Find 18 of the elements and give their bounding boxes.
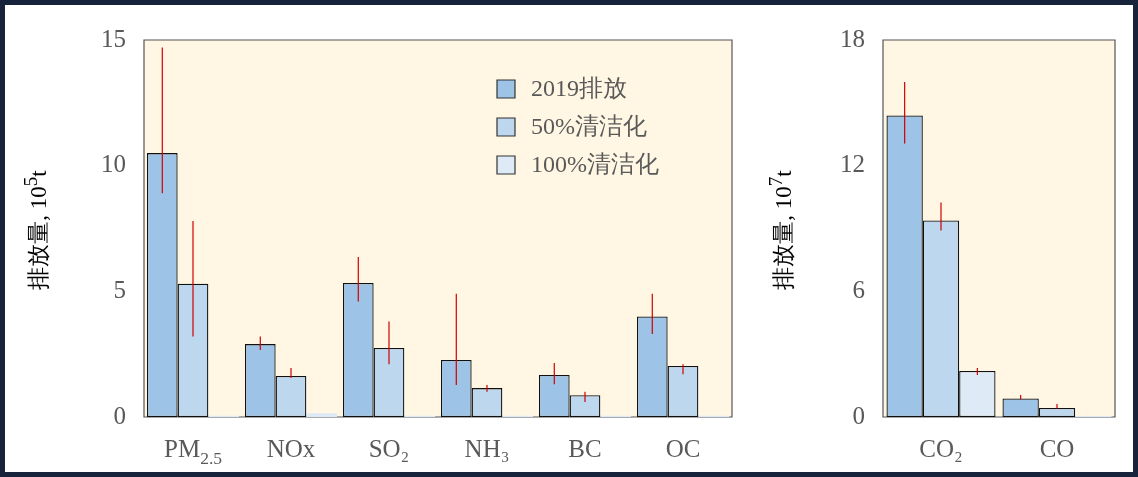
legend-label: 50%清洁化 xyxy=(531,113,647,140)
x-tick-label: SO₂ xyxy=(368,435,410,462)
y-tick-label: 0 xyxy=(113,401,126,429)
y-tick-label: 6 xyxy=(852,275,865,303)
y-tick-label: 10 xyxy=(101,150,126,178)
y-tick-label: 5 xyxy=(113,275,126,303)
legend-label: 2019排放 xyxy=(531,75,627,102)
x-tick-label: OC xyxy=(665,435,701,462)
y-tick-label: 18 xyxy=(840,24,865,52)
y-tick-label: 12 xyxy=(840,150,865,178)
y-tick-label: 15 xyxy=(101,24,126,52)
x-tick-label: NOx xyxy=(266,435,316,462)
y-tick-label: 0 xyxy=(852,401,865,429)
x-tick-label: NH₃ xyxy=(464,435,510,462)
x-tick-label: CO₂ xyxy=(919,435,963,462)
x-tick-label: BC xyxy=(568,435,602,462)
x-tick-label: CO xyxy=(1039,435,1075,462)
legend-label: 100%清洁化 xyxy=(531,151,659,178)
